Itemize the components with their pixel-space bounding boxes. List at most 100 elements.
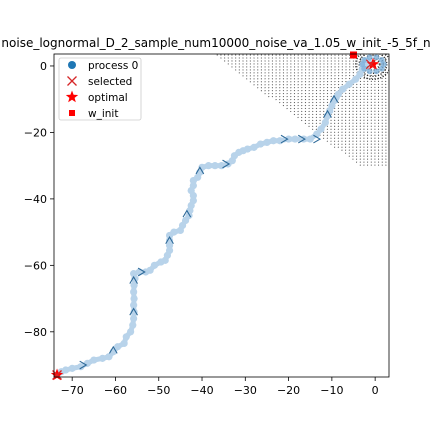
field-arrow	[345, 75, 347, 77]
field-arrow	[341, 104, 343, 107]
field-arrow	[290, 104, 292, 107]
trajectory-point	[135, 268, 143, 276]
field-arrow	[319, 92, 321, 95]
trajectory-arrow	[108, 345, 118, 354]
field-arrow	[319, 86, 321, 89]
trajectory-point	[291, 135, 299, 143]
field-arrow	[308, 125, 310, 128]
trajectory-point	[378, 57, 385, 64]
field-arrow	[337, 80, 340, 83]
trajectory-point	[250, 143, 258, 151]
field-arrow	[319, 95, 321, 98]
field-arrow	[293, 107, 296, 110]
field-arrow	[301, 113, 303, 116]
field-arrow	[312, 119, 314, 122]
trajectory-point	[189, 196, 197, 205]
field-arrow	[301, 110, 303, 113]
field-arrow	[341, 80, 343, 83]
field-arrow	[304, 119, 307, 122]
field-arrow	[352, 74, 354, 77]
field-arrow	[341, 101, 343, 104]
trajectory-point	[120, 339, 128, 348]
trajectory-point	[217, 162, 226, 170]
y-tick-label: −80	[24, 326, 47, 339]
field-arrow	[384, 57, 387, 59]
field-arrow	[334, 80, 336, 83]
field-arrow	[312, 122, 314, 125]
field-arrow	[312, 104, 314, 107]
trajectory-point	[98, 354, 107, 362]
field-arrow	[319, 98, 321, 101]
field-arrow	[286, 104, 288, 107]
x-tick-label: −70	[61, 384, 84, 397]
field-arrow	[315, 110, 318, 113]
field-arrow	[385, 77, 387, 80]
legend: process 0 selected optimal w_init	[58, 57, 142, 121]
field-arrow	[304, 116, 307, 119]
x-tick-label: −40	[190, 384, 213, 397]
field-arrow	[352, 83, 354, 86]
field-arrow	[308, 116, 310, 119]
field-arrow	[315, 101, 318, 104]
vector-field	[216, 54, 389, 166]
field-arrow	[330, 92, 332, 95]
legend-circle-icon	[68, 61, 76, 69]
field-arrow	[304, 107, 307, 110]
y-axis: 0 −20 −40 −60 −80	[24, 60, 54, 339]
chart-title: noise_lognormal_D_2_sample_num10000_nois…	[1, 36, 430, 50]
field-arrow	[348, 92, 351, 95]
field-arrow	[304, 110, 307, 113]
legend-square-icon	[69, 110, 75, 116]
field-arrow	[381, 71, 383, 74]
field-arrow	[352, 86, 354, 89]
field-arrow	[337, 110, 340, 113]
field-arrow	[282, 104, 285, 107]
field-arrow	[334, 110, 336, 113]
field-arrow	[330, 86, 332, 89]
trajectory-arrow	[129, 307, 138, 316]
trajectory-point	[263, 138, 271, 146]
trajectory-point	[105, 353, 113, 361]
field-arrow	[308, 122, 310, 125]
legend-label: selected	[88, 76, 132, 88]
field-arrow	[286, 101, 288, 104]
selected-marker	[365, 59, 376, 70]
trajectory-point	[366, 68, 373, 75]
field-arrow	[337, 86, 340, 89]
trajectory-point	[352, 75, 360, 83]
field-arrow	[326, 89, 329, 92]
field-arrow	[297, 95, 299, 98]
trajectory-point	[334, 90, 342, 98]
field-arrow	[312, 95, 314, 98]
field-arrow	[293, 98, 296, 101]
field-arrow	[385, 80, 387, 83]
trajectory-arrow	[323, 109, 332, 118]
field-arrow	[352, 72, 354, 74]
field-arrow	[356, 83, 358, 86]
trajectory-point	[130, 281, 138, 289]
trajectory-point	[130, 294, 138, 303]
field-arrow	[345, 80, 347, 83]
trajectory-point	[130, 270, 138, 278]
field-arrow	[315, 125, 318, 128]
field-arrow	[334, 86, 336, 89]
trajectory-arrow	[129, 275, 138, 284]
field-arrow	[377, 60, 379, 62]
field-arrow	[363, 74, 365, 77]
field-arrow	[297, 98, 299, 101]
field-arrow	[286, 107, 288, 110]
trajectory-point	[122, 333, 130, 341]
trajectory-point	[378, 65, 385, 72]
field-arrow	[312, 128, 314, 131]
trajectory-arrow	[165, 236, 174, 245]
trajectory-arrow	[280, 134, 289, 144]
field-arrow	[330, 81, 332, 83]
trajectory-point	[211, 162, 219, 170]
w-init-marker	[350, 51, 358, 59]
field-arrow	[297, 113, 299, 116]
trajectory-arrow	[79, 360, 88, 370]
field-arrow	[330, 89, 332, 92]
field-arrow	[334, 83, 336, 86]
trajectory-point	[165, 246, 174, 254]
